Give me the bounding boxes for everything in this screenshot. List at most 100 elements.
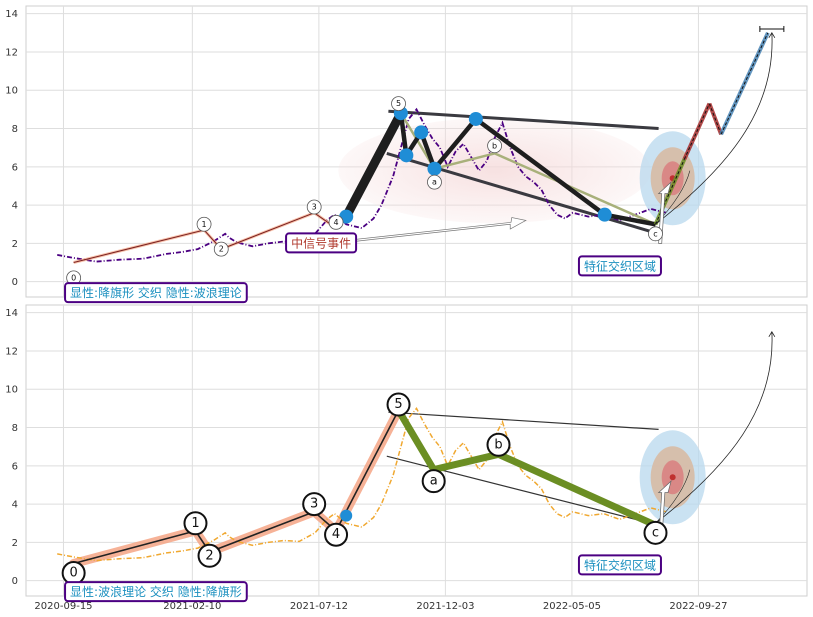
annotation-frame	[577, 554, 662, 576]
annotation-frame	[64, 581, 248, 603]
wave-label-circle	[386, 392, 411, 417]
wave-label-text: 4	[332, 527, 340, 542]
y-tick-label: 12	[5, 346, 18, 357]
wave-label-0: 0	[61, 561, 86, 586]
wave-label-circle	[183, 511, 208, 536]
wave-label-1: 1	[196, 216, 212, 232]
wave-label-circle	[196, 216, 212, 232]
wave-label-text: b	[494, 437, 502, 452]
y-tick-label: 6	[12, 162, 18, 173]
annotation-box: 显性:波浪理论 交织 隐性:降旗形	[64, 581, 248, 603]
wave-label-0: 0	[66, 270, 82, 286]
wave-label-2: 2	[213, 241, 229, 257]
wave-label-c: c	[643, 520, 668, 545]
wave-label-text: 1	[202, 220, 207, 229]
wave-label-2: 2	[197, 543, 222, 568]
wave-label-text: 3	[310, 497, 318, 512]
annotation-frame	[64, 282, 248, 304]
annotation-text: 特征交织区域	[584, 557, 656, 572]
wave-label-text: c	[652, 525, 659, 540]
x-tick-label: 2022-05-05	[543, 601, 601, 612]
wave-label-text: b	[492, 141, 497, 150]
annotation-box: 特征交织区域	[577, 554, 662, 576]
wave-label-1: 1	[183, 511, 208, 536]
wave-label-4: 4	[324, 522, 349, 547]
wave-label-c: c	[648, 226, 663, 242]
channel-line	[388, 109, 659, 130]
projection-dash	[720, 32, 769, 135]
pivot-dot	[427, 161, 442, 176]
annotation-text: 特征交织区域	[584, 258, 656, 273]
annotation-text: 显性:降旗形 交织 隐性:波浪理论	[70, 285, 242, 300]
annotation-box: 中信号事件	[285, 232, 358, 254]
pivot-dot	[399, 148, 414, 163]
wave-label-b: b	[487, 138, 503, 154]
event-arrow	[353, 217, 527, 242]
wave-label-circle	[197, 543, 222, 568]
x-tick-label: 2021-02-10	[163, 601, 221, 612]
wave-label-text: a	[432, 178, 437, 187]
wave-label-text: 0	[71, 273, 76, 282]
wave-label-text: a	[430, 474, 438, 489]
wave-label-circle	[643, 520, 668, 545]
x-tick-label: 2020-09-15	[34, 601, 92, 612]
wave-label-b: b	[486, 432, 511, 457]
wave-label-circle	[486, 432, 511, 457]
x-tick-label: 2021-12-03	[416, 601, 474, 612]
wave-label-a: a	[427, 174, 442, 190]
x-tick-label: 2022-09-27	[669, 601, 727, 612]
annotation-frame	[285, 232, 358, 254]
wave-label-text: c	[653, 229, 657, 238]
projection-arrow	[655, 32, 773, 225]
pivot-dot	[468, 111, 483, 126]
annotation-frame	[577, 255, 662, 277]
wave-label-text: 2	[205, 548, 213, 563]
impulse-leg	[342, 111, 405, 219]
wave-label-text: 0	[70, 566, 78, 581]
y-tick-label: 2	[12, 239, 18, 250]
x-tick-label: 2021-07-12	[290, 601, 348, 612]
arrow-head	[768, 331, 776, 338]
wave-label-text: 2	[219, 245, 224, 254]
y-tick-label: 4	[12, 500, 18, 511]
pivot-dot	[597, 207, 612, 222]
wave-label-5: 5	[391, 96, 406, 112]
price-line	[57, 407, 667, 562]
target-center-dot	[669, 474, 676, 481]
annotation-box: 特征交织区域	[577, 255, 662, 277]
y-tick-label: 10	[5, 86, 18, 97]
y-tick-label: 8	[12, 124, 18, 135]
wave-label-a: a	[421, 469, 446, 494]
y-tick-label: 6	[12, 461, 18, 472]
y-tick-label: 14	[5, 9, 18, 20]
y-tick-label: 0	[12, 576, 18, 587]
y-tick-label: 4	[12, 201, 18, 212]
wave-label-circle	[487, 138, 503, 154]
wave-label-circle	[328, 214, 344, 230]
pivot-dot	[340, 509, 353, 522]
wave-label-text: 3	[312, 203, 317, 212]
wave-label-3: 3	[302, 492, 327, 517]
wave-label-circle	[324, 522, 349, 547]
wave-label-circle	[213, 241, 229, 257]
wave-label-text: 1	[191, 516, 199, 531]
wave-label-circle	[648, 226, 663, 242]
y-tick-label: 2	[12, 538, 18, 549]
pattern-region	[338, 117, 651, 224]
channel-line	[388, 411, 659, 430]
wave-label-text: 4	[334, 218, 339, 227]
wave-label-circle	[306, 199, 322, 215]
price-line	[57, 107, 667, 263]
arrow-head	[768, 32, 776, 39]
pivot-dot	[414, 125, 429, 140]
projection-dash	[683, 103, 710, 160]
wave-label-circle	[427, 174, 442, 190]
projection-arrow	[655, 331, 773, 524]
y-tick-label: 0	[12, 277, 18, 288]
wave-label-text: 5	[396, 99, 401, 108]
y-tick-label: 10	[5, 385, 18, 396]
wave-label-circle	[391, 96, 406, 112]
